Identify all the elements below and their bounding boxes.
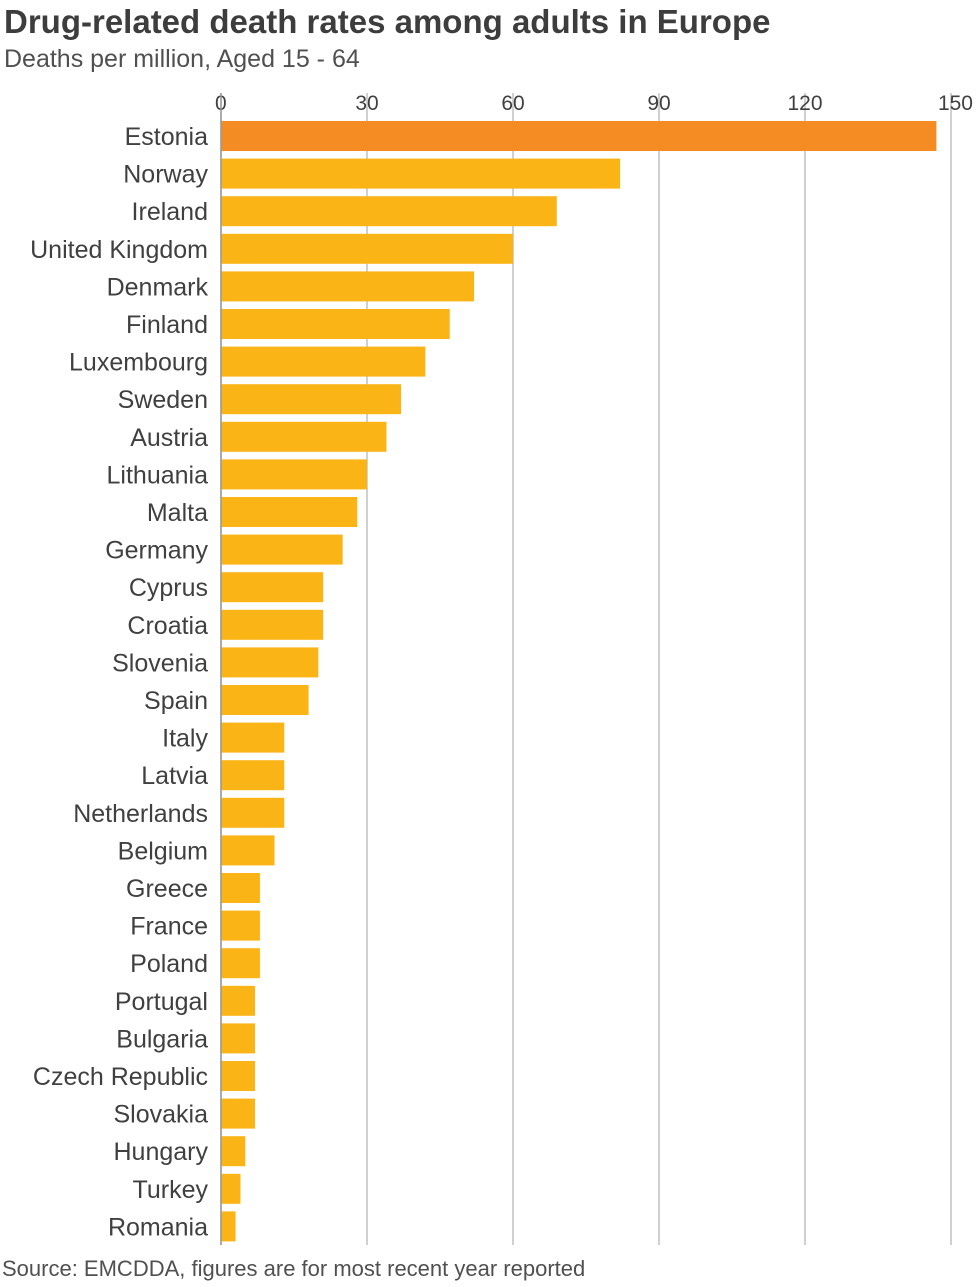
category-label: Germany [105,537,208,565]
x-tick-label: 150 [938,92,973,115]
category-label: Turkey [133,1176,209,1204]
bar [221,1061,256,1091]
category-label: Spain [144,687,208,715]
bar [221,722,285,753]
x-tick-label: 120 [787,92,822,115]
bar [221,873,260,903]
category-label: Portugal [115,988,208,1016]
bar [221,534,343,565]
bar [221,985,256,1016]
bar [221,685,309,715]
category-label: Romania [108,1213,208,1241]
category-label: Poland [130,950,208,978]
bar [221,835,275,866]
bar [221,1023,256,1054]
category-label: Czech Republic [33,1063,208,1091]
category-label: Hungary [114,1138,209,1166]
category-label: Belgium [118,837,208,865]
bar [221,797,285,828]
category-label: Cyprus [129,574,208,602]
bar [221,309,450,339]
bar [221,1211,236,1242]
category-label: Austria [130,424,208,452]
category-label: Sweden [118,386,208,414]
category-label: Italy [162,725,208,753]
bar [221,233,513,264]
category-label: United Kingdom [30,236,208,264]
bar [221,497,358,527]
bar [221,121,937,151]
category-label: Lithuania [107,461,209,489]
bar [221,158,621,189]
category-label: Norway [123,161,208,189]
bar [221,647,319,678]
bar [221,760,285,791]
bar [221,910,260,941]
source-note: Source: EMCDDA, figures are for most rec… [2,1256,586,1281]
bar [221,384,402,415]
bar [221,196,557,227]
category-label: Bulgaria [116,1025,208,1053]
category-label: Malta [147,499,208,527]
bar [221,1098,256,1129]
category-label: Slovenia [112,649,208,677]
bar [221,271,475,302]
category-label: Croatia [127,612,208,640]
x-tick-label: 60 [501,92,524,115]
bar [221,609,324,640]
bar [221,572,324,603]
category-label: Finland [126,311,208,339]
chart-subtitle: Deaths per million, Aged 15 - 64 [4,45,360,73]
bar [221,948,260,979]
bar [221,421,387,452]
category-label: Netherlands [73,800,208,828]
category-label: Ireland [132,198,208,226]
x-tick-label: 90 [647,92,670,115]
category-label: Estonia [125,123,208,151]
bar [221,1136,246,1167]
chart-title: Drug-related death rates among adults in… [4,3,771,40]
category-label: France [130,913,208,941]
category-label: Slovakia [114,1101,209,1129]
category-label: Greece [126,875,208,903]
bar [221,346,426,377]
bar [221,459,367,490]
bar [221,1173,241,1204]
category-label: Denmark [107,273,209,301]
category-label: Latvia [141,762,208,790]
x-tick-label: 30 [355,92,378,115]
category-label: Luxembourg [69,349,208,377]
